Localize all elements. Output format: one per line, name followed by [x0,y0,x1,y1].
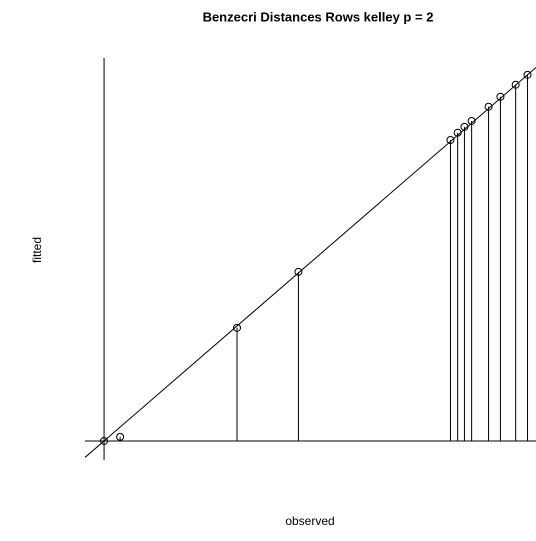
point [100,436,109,445]
point [116,432,125,441]
y-axis-label: fitted [30,237,44,263]
point [453,128,462,137]
point [523,70,532,79]
chart-title: Benzecri Distances Rows kelley p = 2 [203,9,434,24]
point [460,122,469,131]
point [484,102,493,111]
point [233,323,242,332]
point [496,92,505,101]
point [467,116,476,125]
point [511,80,520,89]
diagonal-line [84,67,536,458]
point [294,267,303,276]
x-axis-label: observed [285,514,334,528]
point [446,136,455,145]
